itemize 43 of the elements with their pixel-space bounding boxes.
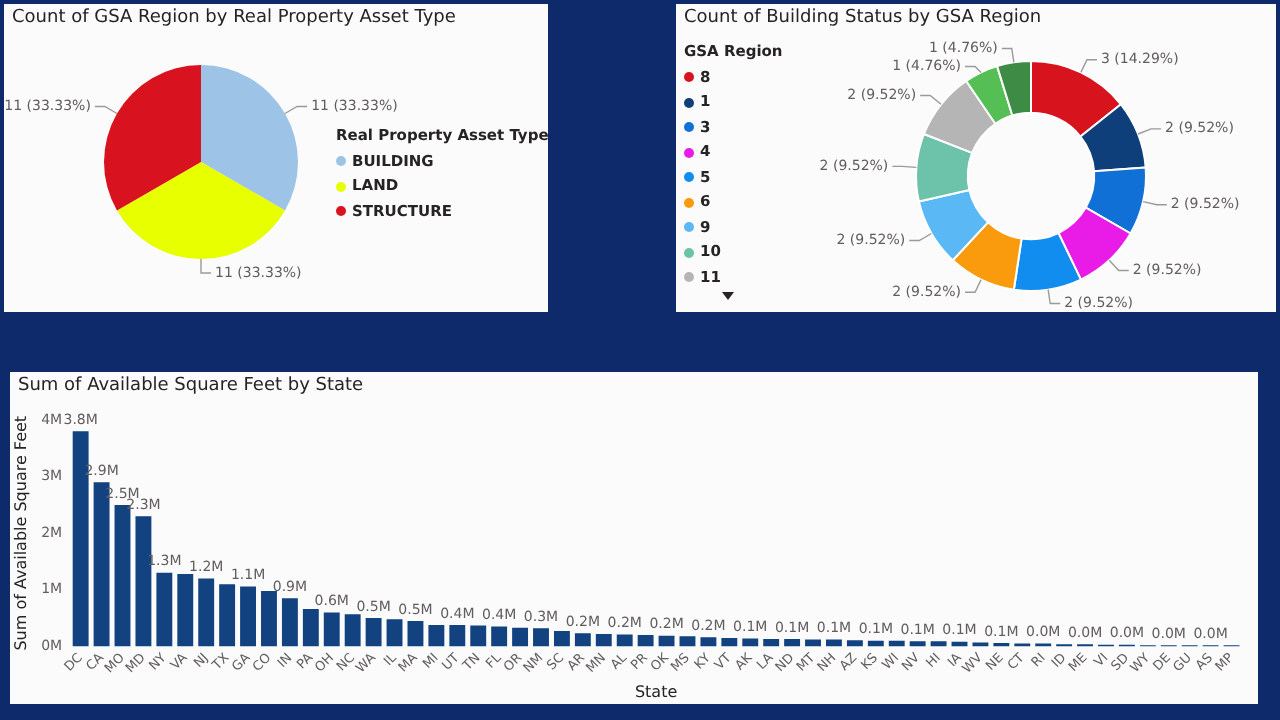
- bar: [135, 516, 152, 647]
- bar: [72, 431, 89, 647]
- bar: [198, 578, 215, 647]
- bar: [742, 638, 759, 647]
- chart-title: Count of Building Status by GSA Region: [684, 8, 1042, 28]
- bar: [595, 633, 612, 647]
- bar: [156, 572, 173, 647]
- bar: [616, 634, 633, 647]
- bar: [261, 590, 277, 647]
- bar: [449, 624, 466, 647]
- bar: [846, 640, 863, 647]
- bar: [428, 624, 445, 647]
- bar: [302, 609, 319, 647]
- bar: [323, 612, 340, 647]
- bar: [700, 637, 717, 647]
- bar: [909, 641, 926, 647]
- bar: [721, 637, 738, 647]
- bar: [365, 618, 382, 647]
- y-axis-title: Sum of Available Square Feet: [11, 415, 30, 651]
- bar: [763, 639, 780, 647]
- chart-title: Count of GSA Region by Real Property Asset Type: [12, 8, 456, 28]
- bar: [93, 482, 110, 647]
- bar: [240, 586, 256, 647]
- bar: [679, 636, 696, 647]
- bar: [784, 639, 801, 647]
- x-axis-title: State: [634, 682, 678, 701]
- bar: [177, 573, 194, 647]
- bar: [386, 619, 403, 647]
- bar: [574, 633, 591, 647]
- bar: [553, 631, 570, 647]
- bar: [658, 635, 675, 647]
- bar: [344, 614, 361, 647]
- bar: [281, 598, 298, 647]
- bar: [930, 641, 947, 647]
- bar: [219, 584, 236, 647]
- bar: [407, 620, 424, 647]
- bar: [533, 628, 549, 647]
- chart-title: Sum of Available Square Feet by State: [18, 376, 364, 396]
- bar: [114, 504, 131, 647]
- bar: [470, 625, 487, 647]
- bar: [491, 626, 508, 647]
- bar: [512, 627, 529, 647]
- bar: [637, 635, 654, 647]
